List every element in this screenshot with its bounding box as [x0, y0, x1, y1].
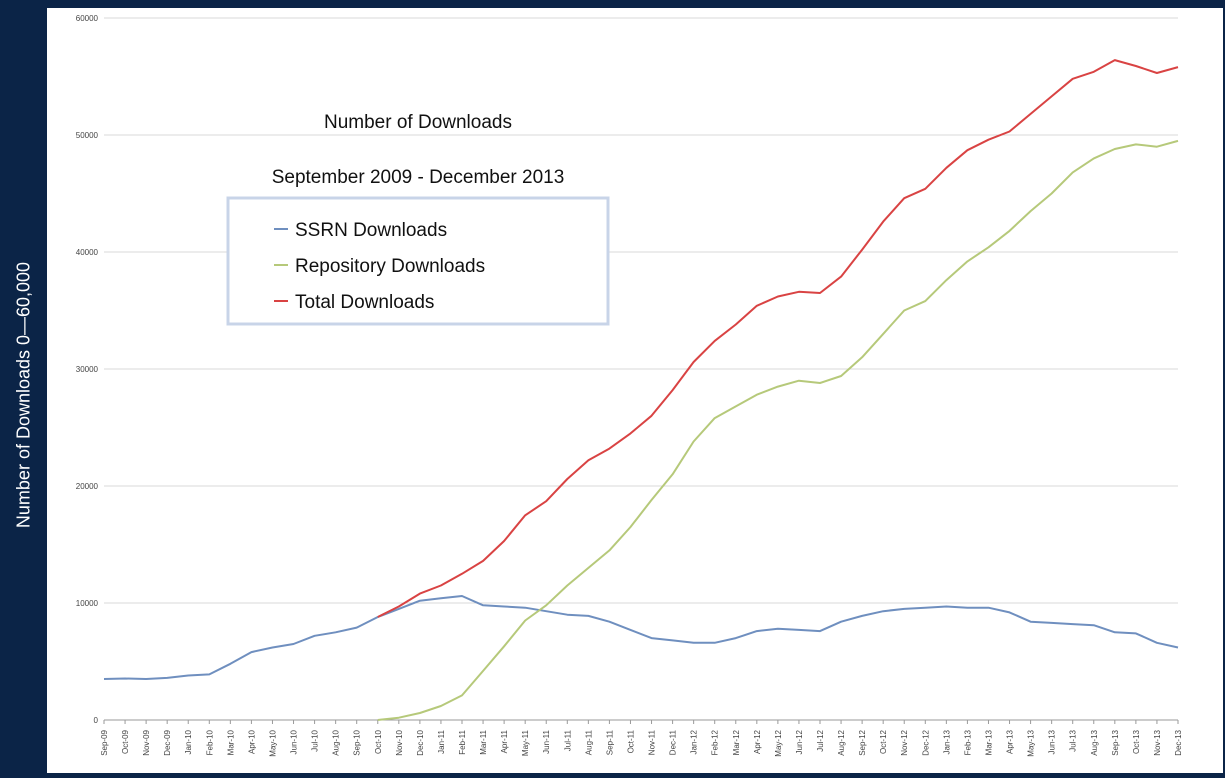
series-line-ssrn-downloads: [103, 595, 1179, 680]
x-tick-label: Dec-13: [1174, 729, 1183, 755]
x-tick-label: Mar-12: [732, 729, 741, 755]
x-tick-label: Jun-11: [542, 729, 551, 753]
x-tick-label: Dec-09: [163, 729, 172, 755]
y-axis-ticks: 0 10000 20000 30000 40000 50000 60000: [76, 14, 99, 725]
y-axis-side-label: Number of Downloads 0—60,000: [13, 261, 34, 529]
x-tick-label: Aug-11: [584, 729, 593, 755]
x-tick-label: Jul-10: [311, 729, 320, 751]
series-lines: [103, 59, 1179, 721]
x-axis-ticks: Sep-09 Oct-09 Nov-09 Dec-09 Jan-10 Feb-10 Mar-…: [100, 720, 1183, 757]
x-tick-label: Sep-09: [100, 729, 109, 755]
x-tick-label: Dec-10: [416, 729, 425, 755]
x-tick-label: Feb-10: [205, 729, 214, 755]
x-tick-label: Jan-10: [184, 729, 193, 754]
y-tick-label: 30000: [76, 365, 99, 374]
x-tick-label: Jul-12: [816, 729, 825, 751]
x-tick-label: Nov-13: [1153, 729, 1162, 755]
legend-label-total: Total Downloads: [295, 292, 434, 313]
y-tick-label: 60000: [76, 14, 99, 23]
x-tick-label: May-11: [521, 729, 530, 756]
x-tick-label: Jul-11: [563, 729, 572, 751]
legend-label-repository: Repository Downloads: [295, 256, 485, 277]
series-line-total-downloads: [377, 59, 1179, 618]
x-tick-label: Jun-13: [1048, 729, 1057, 754]
series-line-repository-downloads: [377, 139, 1179, 721]
x-tick-label: Jan-12: [690, 729, 699, 754]
y-tick-label: 20000: [76, 482, 99, 491]
x-tick-label: Apr-11: [500, 729, 509, 753]
y-tick-label: 10000: [76, 599, 99, 608]
legend: SSRN Downloads Repository Downloads Tota…: [226, 196, 610, 326]
x-tick-label: Oct-13: [1132, 729, 1141, 754]
x-tick-label: Aug-12: [837, 729, 846, 755]
y-tick-label: 40000: [76, 248, 99, 257]
x-tick-label: Oct-12: [879, 729, 888, 754]
x-tick-label: Oct-09: [121, 729, 130, 754]
x-tick-label: Mar-10: [226, 729, 235, 755]
x-tick-label: Nov-12: [900, 729, 909, 755]
x-tick-label: Apr-13: [1006, 729, 1015, 754]
x-tick-label: Sep-13: [1111, 729, 1120, 755]
legend-box: [226, 196, 610, 326]
x-tick-label: Dec-12: [921, 729, 930, 755]
x-tick-label: Jul-13: [1069, 729, 1078, 751]
x-tick-label: Sep-11: [605, 729, 614, 755]
x-tick-label: Mar-13: [984, 729, 993, 755]
x-tick-label: Sep-10: [353, 729, 362, 755]
x-tick-label: Mar-11: [479, 729, 488, 754]
x-tick-label: Apr-10: [247, 729, 256, 754]
x-tick-label: Jun-10: [290, 729, 299, 754]
x-tick-label: Sep-12: [858, 729, 867, 755]
x-tick-label: Jan-13: [942, 729, 951, 754]
chart-subtitle: September 2009 - December 2013: [272, 167, 565, 188]
x-tick-label: Nov-11: [648, 729, 657, 755]
x-tick-label: Oct-11: [626, 729, 635, 753]
x-tick-label: Apr-12: [753, 729, 762, 754]
x-tick-label: Aug-10: [332, 729, 341, 755]
x-tick-label: May-13: [1027, 729, 1036, 756]
legend-label-ssrn: SSRN Downloads: [295, 220, 447, 241]
x-tick-label: Nov-10: [395, 729, 404, 755]
x-tick-label: Feb-13: [963, 729, 972, 755]
y-tick-label: 50000: [76, 131, 99, 140]
x-tick-label: May-12: [774, 729, 783, 756]
x-tick-label: Oct-10: [374, 729, 383, 754]
x-tick-label: Feb-12: [711, 729, 720, 755]
x-tick-label: Jan-11: [437, 729, 446, 753]
x-tick-label: May-10: [268, 729, 277, 756]
x-tick-label: Dec-11: [669, 729, 678, 755]
x-tick-label: Jun-12: [795, 729, 804, 754]
line-chart: 0 10000 20000 30000 40000 50000 60000 Sep-09 Oc…: [76, 14, 1183, 757]
y-tick-label: 0: [94, 716, 99, 725]
chart-card: 0 10000 20000 30000 40000 50000 60000 Sep-09 Oc…: [47, 8, 1223, 773]
x-tick-label: Nov-09: [142, 729, 151, 755]
x-tick-label: Feb-11: [458, 729, 467, 754]
chart-title: Number of Downloads: [324, 112, 512, 133]
x-tick-label: Aug-13: [1090, 729, 1099, 755]
